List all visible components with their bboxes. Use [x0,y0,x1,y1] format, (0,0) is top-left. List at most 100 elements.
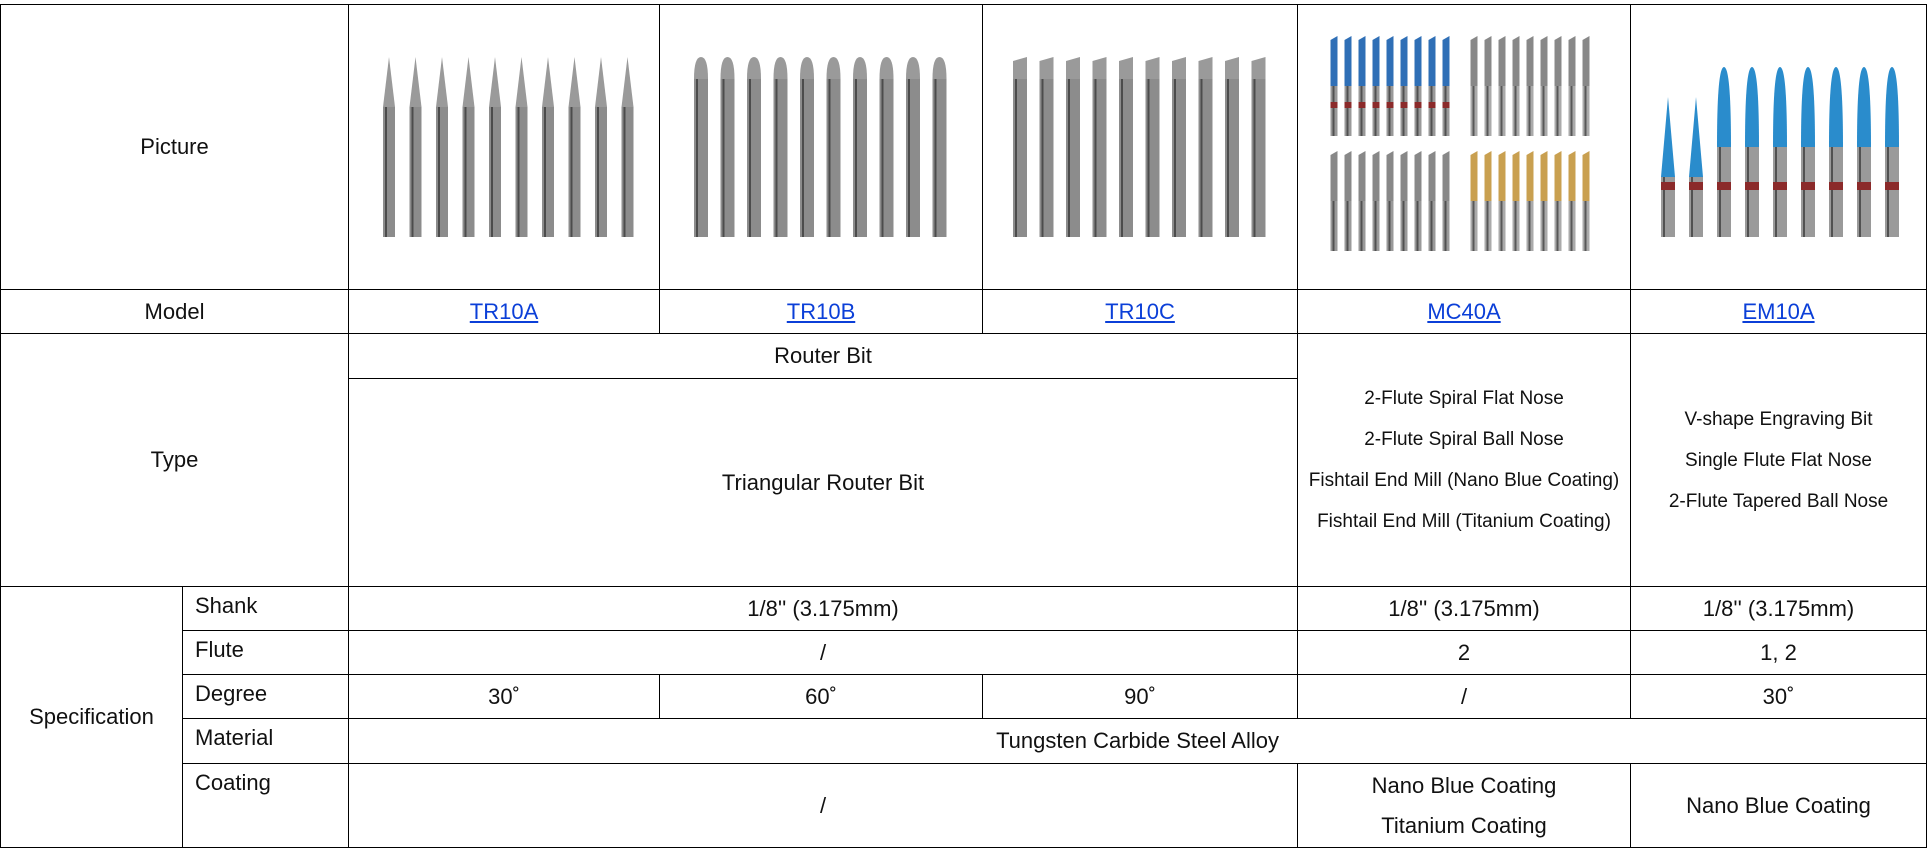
bit-shape [1200,79,1203,237]
type-item: 2-Flute Spiral Ball Nose [1364,429,1564,450]
picture-cell [348,4,661,290]
bit-shape [464,107,467,237]
bit-shape [1400,151,1408,201]
type-item: V-shape Engraving Bit [1684,408,1873,430]
bit-shape [1830,147,1833,237]
bit-shape [1690,177,1693,237]
bit-shape [1227,79,1230,237]
bit-shape [436,57,449,107]
spec-cell: 60˚ [659,674,984,719]
bit-shape [1428,102,1436,108]
bit-shape [1346,86,1349,136]
bit-shape [1886,147,1889,237]
spec-cell: 1, 2 [1630,630,1928,675]
bit-shape [1584,201,1587,251]
bit-shape [1388,86,1391,136]
bit-shape [1386,36,1394,86]
bit-shape [1514,201,1517,251]
bit-shape [1568,151,1576,201]
bit-shape [438,107,441,237]
bit-shape [1660,182,1675,190]
picture-cell [659,4,984,290]
picture-cell [1297,4,1632,290]
bit-shape [1582,36,1590,86]
spec-cell: 30˚ [1630,674,1928,719]
model-cell: TR10A [348,289,661,334]
product-image [1660,67,1899,237]
bit-shape [1528,86,1531,136]
bit-shape [1358,102,1366,108]
bit-shape [1414,36,1422,86]
bit-shape [1330,102,1338,108]
coating-item: Titanium Coating [1381,812,1547,838]
model-cell: MC40A [1297,289,1632,334]
bit-shape [1332,201,1335,251]
picture-cell [1630,4,1928,290]
spec-label: Degree [181,674,350,719]
bit-shape [515,57,528,107]
bit-shape [1542,86,1545,136]
header-cell: Model [0,289,350,334]
bit-shape [1828,182,1843,190]
bit-shape [1514,86,1517,136]
spec-cell: / [348,763,1299,848]
product-image [383,57,634,237]
bit-shape [879,57,894,79]
bit-shape [906,57,921,79]
bit-shape [1470,36,1478,86]
bit-shape [1121,79,1124,237]
bit-shape [1039,57,1054,79]
bit-shape [1772,182,1787,190]
spec-cell: Nano Blue Coating Titanium Coating [1297,763,1632,848]
bit-shape [621,57,634,107]
bit-shape [1358,151,1366,201]
bit-shape [1486,86,1489,136]
bit-shape [1554,151,1562,201]
bit-shape [1444,86,1447,136]
bit-shape [722,79,725,237]
bit-shape [517,107,520,237]
bit-shape [1360,86,1363,136]
model-link[interactable]: TR10A [469,298,539,324]
model-link[interactable]: MC40A [1427,298,1501,324]
bit-shape [1582,151,1590,201]
bit-shape [1198,57,1213,79]
bit-shape [1800,67,1815,147]
bit-shape [621,107,634,237]
spec-cell: 90˚ [982,674,1299,719]
bit-shape [1013,57,1028,79]
bit-shape [1500,86,1503,136]
bit-shape [1800,182,1815,190]
bit-shape [542,57,555,107]
bit-shape [1330,151,1338,201]
bit-shape [570,107,573,237]
bit-shape [1856,182,1871,190]
bit-shape [1416,201,1419,251]
bit-shape [1528,201,1531,251]
bit-shape [1660,97,1675,177]
page: Picture Model TR10A TR10B TR10C MC40A EM… [0,4,1928,849]
bit-shape [1470,151,1478,201]
bit-shape [1374,86,1377,136]
bit-shape [1802,147,1805,237]
bit-shape [1041,79,1044,237]
bit-shape [1386,151,1394,201]
bit-shape [1540,151,1548,201]
bit-shape [1372,36,1380,86]
model-link[interactable]: EM10A [1742,298,1815,324]
model-link[interactable]: TR10C [1105,298,1175,324]
bit-shape [1251,57,1266,79]
bit-shape [595,57,608,107]
bit-shape [1828,67,1843,147]
bit-shape [1688,182,1703,190]
header-cell: Picture [0,4,350,290]
type-cell: Triangular Router Bit [348,378,1299,587]
bit-shape [1442,151,1450,201]
bit-shape [1442,102,1450,108]
bit-shape [1253,79,1256,237]
model-link[interactable]: TR10B [786,298,856,324]
type-item: Fishtail End Mill (Nano Blue Coating) [1308,470,1620,491]
bit-shape [800,57,815,79]
bit-shape [828,79,831,237]
bit-shape [597,107,600,237]
